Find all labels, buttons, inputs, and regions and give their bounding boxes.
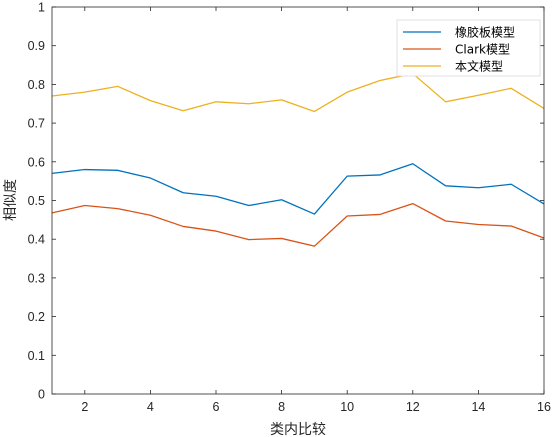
y-tick-label: 1 — [38, 1, 45, 15]
y-tick-label: 0.8 — [28, 78, 45, 92]
y-axis-label: 相似度 — [3, 179, 19, 221]
y-tick-label: 0 — [38, 388, 45, 402]
x-axis-label: 类内比较 — [270, 422, 326, 437]
series-line-2 — [51, 202, 545, 247]
x-tick-label: 16 — [537, 400, 551, 414]
legend-box — [396, 19, 541, 77]
y-tick-label: 0.9 — [28, 39, 45, 53]
series-layer — [51, 72, 545, 247]
y-tick-label: 0.4 — [28, 233, 45, 247]
y-tick-label: 0.7 — [28, 117, 45, 131]
x-ticks: 2 4 6 8 10 12 14 16 — [81, 7, 551, 414]
x-tick-label: 6 — [213, 400, 220, 414]
legend-label-3: 本文模型 — [455, 59, 503, 74]
x-tick-label: 14 — [471, 400, 485, 414]
x-tick-label: 8 — [278, 400, 285, 414]
y-tick-label: 0.6 — [28, 155, 45, 169]
y-ticks: 0 0.1 0.2 0.3 0.4 0.5 0.6 0.7 0.8 0.9 1 — [28, 1, 544, 402]
x-tick-label: 12 — [406, 400, 420, 414]
series-line-1 — [51, 163, 545, 215]
y-tick-label: 0.2 — [28, 310, 45, 324]
legend-label-1: 橡胶板模型 — [455, 25, 515, 40]
x-tick-label: 2 — [81, 400, 88, 414]
y-tick-label: 0.5 — [28, 194, 45, 208]
x-tick-label: 10 — [340, 400, 354, 414]
series-line-3 — [51, 72, 545, 113]
y-tick-label: 0.1 — [28, 349, 45, 363]
legend-label-2: Clark模型 — [455, 43, 510, 57]
x-tick-label: 4 — [147, 400, 154, 414]
y-tick-label: 0.3 — [28, 271, 45, 285]
